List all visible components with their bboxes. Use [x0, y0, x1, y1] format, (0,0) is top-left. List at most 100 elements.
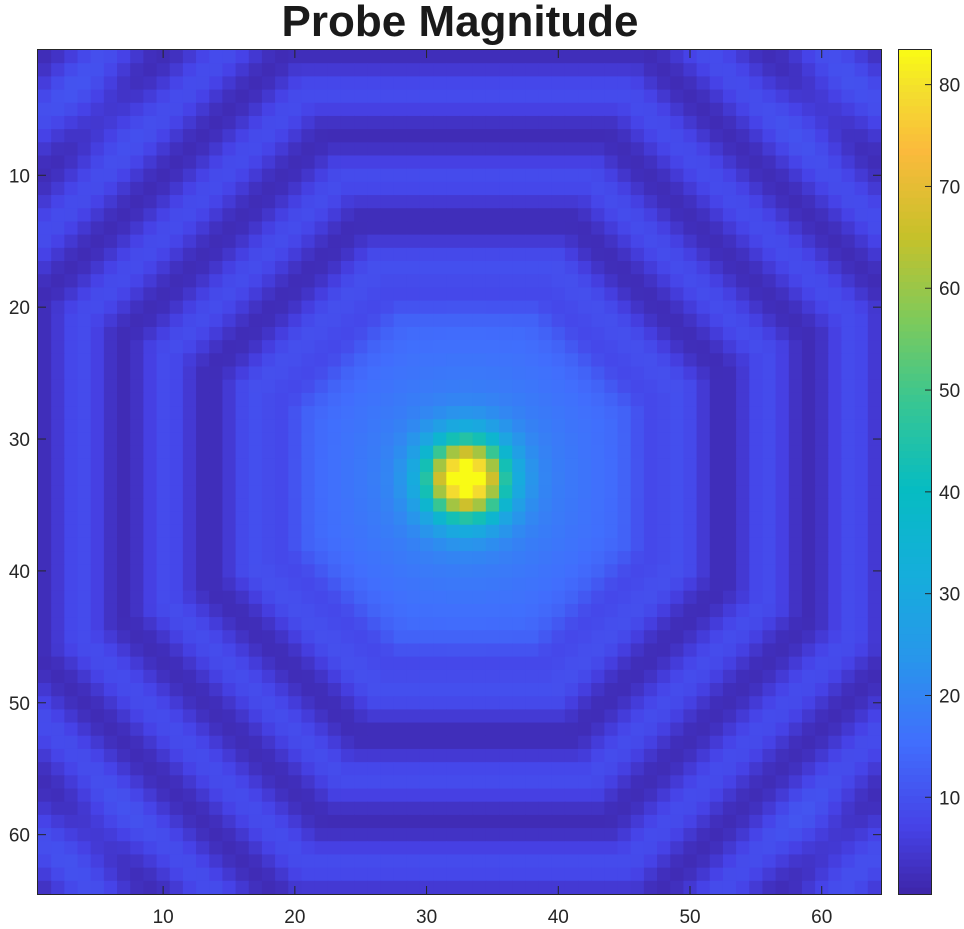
heatmap-cell: [235, 630, 250, 645]
heatmap-cell: [775, 801, 790, 816]
heatmap-cell: [736, 537, 750, 552]
heatmap-cell: [169, 854, 184, 869]
heatmap-cell: [551, 603, 566, 618]
heatmap-cell: [393, 63, 408, 77]
heatmap-cell: [670, 828, 685, 842]
heatmap-cell: [775, 406, 790, 420]
heatmap-cell: [551, 353, 566, 368]
heatmap-cell: [51, 406, 65, 420]
heatmap-cell: [604, 50, 619, 64]
colorbar-segment: [898, 49, 931, 57]
heatmap-cell: [472, 63, 487, 77]
heatmap-cell: [222, 392, 237, 407]
heatmap-cell: [130, 274, 144, 288]
heatmap-cell: [512, 168, 526, 183]
colorbar-segment: [898, 527, 931, 536]
heatmap-cell: [841, 155, 856, 170]
heatmap-cell: [275, 432, 289, 447]
heatmap-cell: [275, 392, 289, 407]
heatmap-cell: [499, 340, 513, 354]
heatmap-cell: [367, 577, 382, 592]
heatmap-cell: [643, 748, 658, 763]
heatmap-cell: [657, 76, 671, 91]
heatmap-cell: [301, 867, 316, 882]
heatmap-cell: [117, 115, 131, 130]
heatmap-cell: [209, 208, 223, 223]
heatmap-cell: [209, 590, 223, 605]
heatmap-cell: [196, 748, 210, 763]
heatmap-cell: [446, 102, 461, 117]
heatmap-cell: [617, 379, 632, 394]
heatmap-cell: [209, 696, 223, 710]
heatmap-cell: [472, 854, 487, 869]
heatmap-cell: [77, 814, 92, 829]
heatmap-cell: [327, 445, 342, 460]
heatmap-cell: [117, 669, 131, 684]
heatmap-cell: [103, 788, 118, 803]
heatmap-cell: [156, 313, 171, 328]
heatmap-cell: [354, 775, 368, 790]
heatmap-cell: [156, 142, 171, 157]
heatmap-cell: [801, 854, 816, 869]
heatmap-cell: [643, 669, 658, 684]
heatmap-cell: [143, 366, 158, 381]
colorbar-segment: [898, 302, 931, 311]
heatmap-cell: [288, 814, 303, 829]
heatmap-cell: [657, 775, 671, 790]
heatmap-cell: [564, 221, 579, 236]
heatmap-cell: [117, 366, 131, 381]
heatmap-cell: [130, 63, 144, 77]
heatmap-cell: [643, 603, 658, 618]
heatmap-cell: [446, 735, 461, 750]
heatmap-cell: [156, 63, 171, 77]
heatmap-cell: [604, 458, 619, 473]
heatmap-cell: [683, 788, 698, 803]
heatmap-cell: [538, 603, 553, 618]
heatmap-cell: [815, 247, 829, 262]
heatmap-cell: [90, 261, 105, 275]
heatmap-cell: [248, 89, 263, 104]
heatmap-cell: [736, 261, 750, 275]
heatmap-cell: [788, 564, 803, 579]
heatmap-cell: [406, 353, 421, 368]
heatmap-cell: [643, 564, 658, 579]
heatmap-cell: [90, 406, 105, 420]
heatmap-cell: [630, 630, 645, 645]
heatmap-cell: [196, 683, 210, 697]
heatmap-cell: [657, 524, 671, 539]
heatmap-cell: [51, 537, 65, 552]
heatmap-cell: [551, 234, 566, 249]
heatmap-cell: [446, 326, 461, 341]
heatmap-cell: [314, 142, 329, 157]
heatmap-cell: [801, 247, 816, 262]
heatmap-cell: [683, 63, 698, 77]
heatmap-cell: [248, 643, 263, 658]
heatmap-cell: [406, 485, 421, 499]
heatmap-cell: [815, 168, 829, 183]
heatmap-cell: [327, 564, 342, 579]
heatmap-cell: [77, 524, 92, 539]
heatmap-cell: [775, 432, 790, 447]
heatmap-cell: [406, 603, 421, 618]
heatmap-cell: [525, 89, 540, 104]
heatmap-cell: [485, 89, 500, 104]
heatmap-cell: [617, 458, 632, 473]
heatmap-cell: [380, 129, 395, 143]
heatmap-cell: [196, 155, 210, 170]
heatmap-cell: [801, 485, 816, 499]
heatmap-cell: [130, 841, 144, 856]
heatmap-cell: [340, 458, 355, 473]
heatmap-cell: [367, 801, 382, 816]
heatmap-cell: [828, 142, 843, 157]
heatmap-cell: [222, 406, 237, 420]
heatmap-cell: [248, 406, 263, 420]
heatmap-cell: [551, 313, 566, 328]
heatmap-cell: [354, 656, 368, 671]
heatmap-cell: [775, 485, 790, 499]
heatmap-cell: [551, 775, 566, 790]
heatmap-cell: [235, 788, 250, 803]
heatmap-cell: [143, 709, 158, 724]
heatmap-cell: [551, 287, 566, 302]
heatmap-cell: [696, 511, 711, 526]
heatmap-cell: [314, 102, 329, 117]
